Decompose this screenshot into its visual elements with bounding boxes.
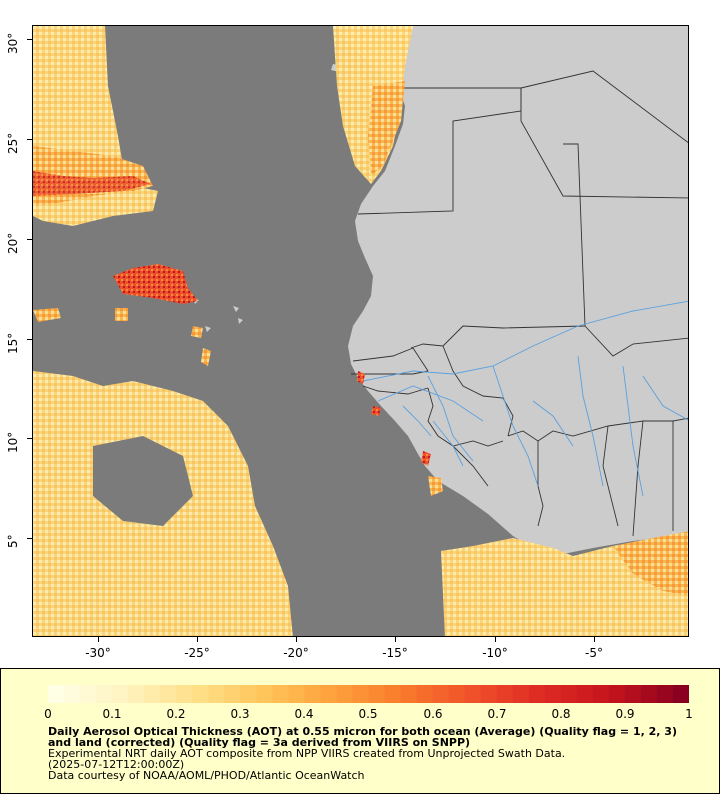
color-scale-step [288,685,305,703]
color-scale-step [384,685,402,703]
color-scale-step [224,685,241,703]
color-scale-step [352,685,369,703]
aot-swaths [33,26,688,636]
color-scale-step [432,685,450,703]
scale-label: 0.1 [102,707,122,721]
country-borders [351,70,688,537]
color-scale-step [240,685,257,703]
rivers [362,300,688,497]
lat-tick [27,239,32,240]
color-scale-step [256,685,273,703]
color-scale-step [464,685,482,703]
caption-date: (2025-07-12T12:00:00Z) [48,758,185,771]
color-scale-step [496,685,514,703]
scale-label: 0.7 [487,707,507,721]
aot-north-coast-mid [368,81,405,176]
caption-credit: Data courtesy of NOAA/AOML/PHOD/Atlantic… [48,769,365,782]
map-area [32,25,689,637]
color-scale-step [512,685,530,703]
scale-label: 0.5 [358,707,378,721]
caption-title: Daily Aerosol Optical Thickness (AOT) at… [48,725,677,749]
color-scale-step [400,685,418,703]
color-scale-step [528,685,546,703]
color-scale-step [656,685,674,703]
map-caption: Daily Aerosol Optical Thickness (AOT) at… [48,726,688,781]
lat-label: 5° [6,534,20,548]
aot-islet [33,308,211,366]
color-scale-step [560,685,578,703]
color-scale-step [336,685,353,703]
color-scale-step [544,685,562,703]
legend-panel: 0 0.1 0.2 0.3 0.4 0.5 0.6 0.7 0.8 0.9 1 … [0,668,720,794]
lat-tick [27,438,32,439]
color-scale-step [160,685,177,703]
lon-label: -10° [482,646,508,660]
color-scale-step [304,685,321,703]
color-scale-step [416,685,434,703]
lat-label: 25° [6,132,20,154]
color-scale-step [80,685,97,703]
lon-label: -15° [382,646,408,660]
lat-label: 30° [6,32,20,54]
color-scale-step [192,685,209,703]
aot-southwest-gap [93,436,193,526]
map-canvas [33,26,688,636]
lat-label: 20° [6,232,20,254]
lat-tick [27,339,32,340]
lon-tick [197,637,198,642]
scale-label: 0.6 [423,707,443,721]
color-scale-step [672,685,689,703]
lat-tick [27,139,32,140]
color-scale-step [64,685,81,703]
aot-guinea-red [357,371,431,466]
color-scale-bar [48,685,689,703]
color-scale-step [48,685,65,703]
lon-tick [495,637,496,642]
color-scale-step [176,685,193,703]
color-scale-step [320,685,337,703]
color-scale-step [576,685,594,703]
lon-tick [594,637,595,642]
scale-label: 1 [685,707,693,721]
color-scale-step [112,685,129,703]
color-scale-step [272,685,289,703]
lat-tick [27,39,32,40]
aot-southeast-mid [613,531,688,596]
color-scale-step [96,685,113,703]
aot-liberia [428,476,443,496]
color-scale-step [368,685,386,703]
color-scale-step [128,685,145,703]
color-scale-step [448,685,466,703]
scale-label: 0.8 [551,707,571,721]
lon-tick [296,637,297,642]
color-scale-step [480,685,498,703]
lon-label: -25° [184,646,210,660]
caption-source: Experimental NRT daily AOT composite fro… [48,747,566,760]
lon-label: -30° [85,646,111,660]
lat-label: 15° [6,332,20,354]
scale-label: 0.2 [166,707,186,721]
scale-label: 0.3 [230,707,250,721]
color-scale-step [640,685,658,703]
color-scale-step [624,685,642,703]
aot-north-west-red [33,171,151,196]
aot-plume [113,264,198,304]
scale-label: 0.9 [615,707,635,721]
color-scale-step [144,685,161,703]
lat-label: 10° [6,431,20,453]
lon-tick [98,637,99,642]
lon-label: -20° [283,646,309,660]
color-scale-step [608,685,626,703]
lon-label: -5° [585,646,603,660]
land-africa [333,26,688,554]
color-scale-step [208,685,225,703]
color-scale-step [592,685,610,703]
lat-tick [27,538,32,539]
lon-tick [395,637,396,642]
scale-label: 0 [44,707,52,721]
scale-label: 0.4 [294,707,314,721]
